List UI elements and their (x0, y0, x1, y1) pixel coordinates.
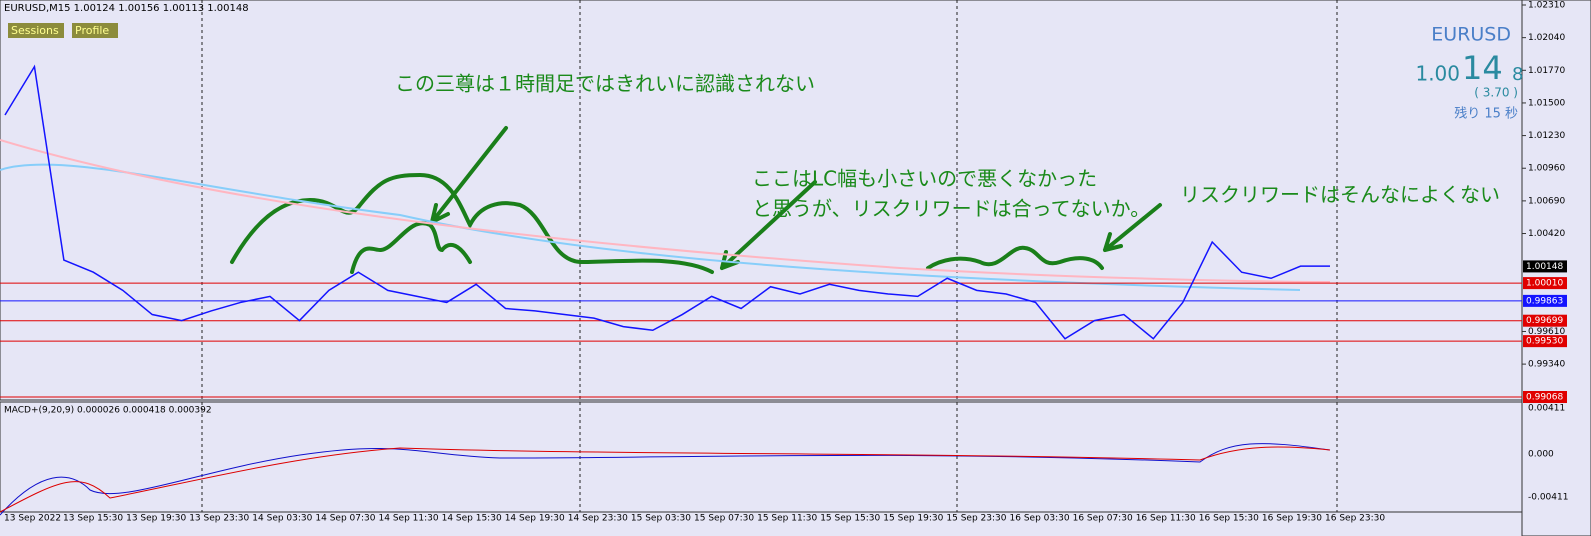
hand-drawings (230, 126, 1162, 274)
price-line (4, 64, 1330, 340)
quote-price: 1.00 (1415, 62, 1460, 86)
time-label: 15 Sep 23:30 (946, 514, 1006, 524)
price-label: 1.00960 (1528, 164, 1565, 174)
moving-average (0, 163, 1301, 291)
time-label: 16 Sep 07:30 (1073, 514, 1133, 524)
price-label: 1.01500 (1528, 98, 1565, 108)
price-label: 0.99699 (1526, 316, 1563, 326)
moving-average (0, 139, 1331, 283)
time-label: 14 Sep 19:30 (505, 514, 565, 524)
time-label: 13 Sep 23:30 (189, 514, 249, 524)
price-label-box (1523, 294, 1567, 307)
time-label: 16 Sep 19:30 (1262, 514, 1322, 524)
time-label: 15 Sep 15:30 (820, 514, 880, 524)
price-label: 0.99610 (1528, 327, 1565, 337)
time-label: 15 Sep 11:30 (757, 514, 817, 524)
quote-price-small: 8 (1512, 64, 1523, 85)
button[interactable] (8, 23, 64, 38)
time-label: 13 Sep 2022 (4, 514, 61, 524)
price-label: 1.01230 (1528, 131, 1565, 141)
symbol-info: EURUSD,M15 1.00124 1.00156 1.00113 1.001… (4, 3, 249, 14)
time-label: 14 Sep 03:30 (252, 514, 312, 524)
time-label: 16 Sep 11:30 (1136, 514, 1196, 524)
time-label: 16 Sep 15:30 (1199, 514, 1259, 524)
price-label-box (1523, 314, 1567, 327)
button[interactable] (72, 23, 118, 38)
price-label: 0.99068 (1526, 393, 1563, 403)
time-label: 14 Sep 15:30 (442, 514, 502, 524)
session-lines (201, 0, 1338, 512)
time-label: 13 Sep 19:30 (126, 514, 186, 524)
button-label[interactable]: Sessions (11, 24, 59, 37)
macd-axis-label: 0.000 (1528, 450, 1554, 460)
price-label: 1.00010 (1526, 279, 1563, 289)
time-label: 14 Sep 23:30 (568, 514, 628, 524)
main-panel (0, 0, 1523, 401)
time-label: 15 Sep 07:30 (694, 514, 754, 524)
quote-remaining: 残り 15 秒 (1454, 107, 1518, 122)
annotation: ここはLC幅も小さいので悪くなかった (752, 167, 1097, 191)
price-label: 1.00690 (1528, 196, 1565, 206)
price-label: 1.00148 (1526, 262, 1563, 272)
price-label: 0.99340 (1528, 360, 1565, 370)
time-label: 15 Sep 19:30 (883, 514, 943, 524)
price-label-box (1523, 335, 1567, 348)
macd-axis-label: -0.00411 (1528, 493, 1568, 503)
macd-label: MACD+(9,20,9) 0.000026 0.000418 0.000392 (4, 406, 212, 416)
signal-line (0, 446, 1331, 513)
price-label: 1.01770 (1528, 66, 1565, 76)
quote-symbol: EURUSD (1431, 24, 1511, 46)
time-label: 13 Sep 15:30 (63, 514, 123, 524)
time-label: 14 Sep 07:30 (315, 514, 375, 524)
price-label: 1.02310 (1528, 1, 1565, 11)
annotation: この三尊は１時間足ではきれいに認識されない (395, 72, 815, 96)
time-label: 16 Sep 03:30 (1010, 514, 1070, 524)
price-label: 0.99530 (1526, 337, 1563, 347)
price-label-box (1523, 260, 1567, 273)
price-label-box (1523, 277, 1567, 290)
price-label: 1.02040 (1528, 33, 1565, 43)
time-label: 16 Sep 23:30 (1325, 514, 1385, 524)
button-label[interactable]: Profile (75, 24, 109, 37)
quote-spread: ( 3.70 ) (1474, 86, 1518, 100)
macd-panel (0, 401, 1523, 513)
annotation: リスクリワードはそんなによくない (1180, 183, 1500, 207)
time-label: 14 Sep 11:30 (379, 514, 439, 524)
price-label: 0.99863 (1526, 296, 1563, 306)
annotation: と思うが、リスクリワードは合ってないか。 (752, 197, 1150, 221)
quote-price-big: 14 (1462, 49, 1503, 87)
macd-line (0, 443, 1331, 516)
price-label-box (1523, 391, 1567, 403)
macd-axis-label: 0.00411 (1528, 404, 1565, 414)
time-label: 15 Sep 03:30 (631, 514, 691, 524)
price-label: 1.00420 (1528, 229, 1565, 239)
